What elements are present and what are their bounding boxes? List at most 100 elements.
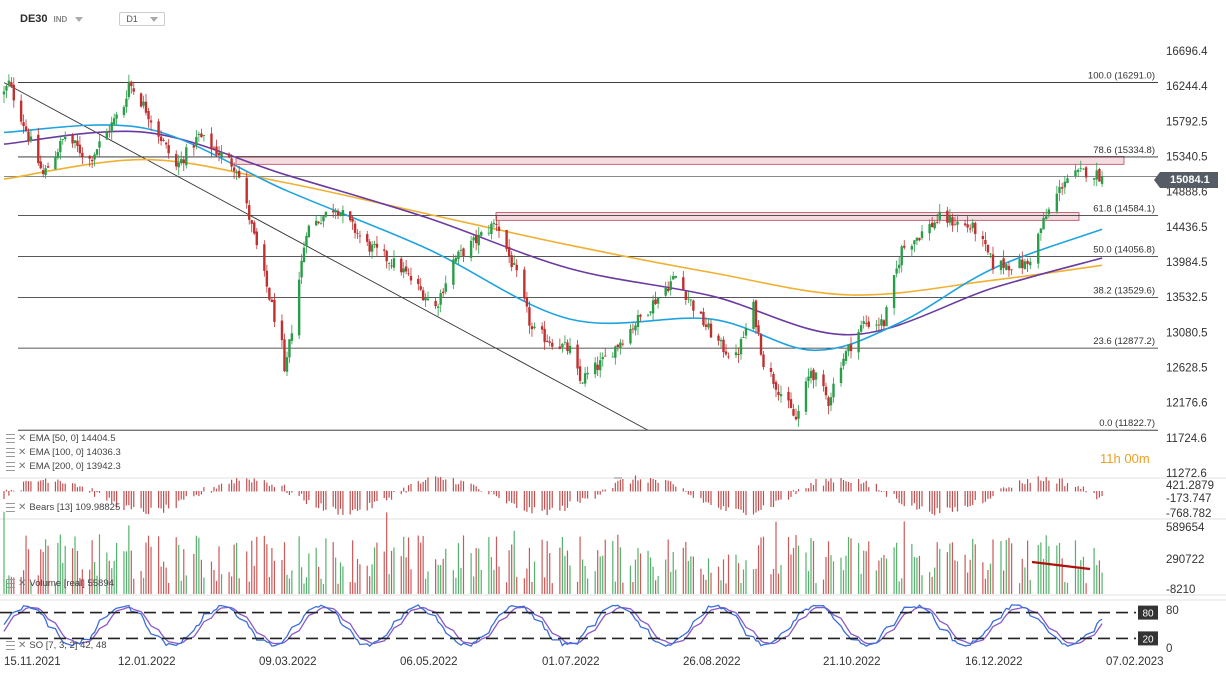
settings-icon[interactable]	[6, 448, 15, 457]
bears-bar	[531, 491, 533, 514]
candle-body	[132, 88, 135, 92]
bears-bar	[987, 491, 989, 499]
settings-icon[interactable]	[6, 503, 15, 512]
close-icon[interactable]: ✕	[18, 640, 27, 651]
candle-body	[629, 329, 632, 344]
close-icon[interactable]: ✕	[18, 447, 27, 458]
settings-icon[interactable]	[6, 434, 15, 443]
volume-bar	[830, 555, 832, 594]
candle-body	[452, 259, 455, 285]
volume-bar	[564, 555, 566, 594]
bears-bar	[546, 491, 548, 516]
candle-body	[739, 339, 743, 355]
close-icon[interactable]: ✕	[18, 461, 27, 472]
legend-so[interactable]: ✕ SO [7, 3, 2] 42, 48	[6, 640, 107, 651]
settings-icon[interactable]	[6, 641, 15, 650]
chevron-down-icon[interactable]	[75, 16, 84, 22]
candle-body	[472, 237, 475, 241]
bears-bar	[740, 491, 742, 510]
bears-bar	[233, 483, 235, 492]
volume-bar	[541, 539, 543, 594]
volume-bar	[903, 521, 905, 594]
candle-body	[1002, 258, 1005, 268]
bears-bar	[954, 491, 956, 508]
candle-body	[175, 154, 178, 167]
bears-bar	[25, 480, 27, 492]
candle-body	[561, 343, 564, 348]
candle-body	[400, 258, 403, 273]
volume-bar	[850, 538, 852, 594]
volume-bar	[916, 557, 918, 594]
candle-body	[250, 220, 253, 224]
candle-body	[621, 343, 625, 345]
candle-body	[915, 237, 919, 241]
legend-ema200[interactable]: ✕ EMA [200, 0] 13942.3	[6, 461, 121, 472]
candle-body	[877, 324, 881, 326]
bears-bar	[388, 491, 390, 498]
volume-bar	[780, 565, 782, 594]
so-level-tag-bg	[1138, 631, 1158, 646]
candle-body	[1092, 178, 1096, 180]
candle-body	[744, 327, 748, 336]
volume-bar	[40, 549, 42, 594]
candle-body	[762, 354, 765, 368]
bears-bar	[22, 481, 25, 492]
bears-bar	[787, 491, 790, 500]
fib-label: 23.6 (12877.2)	[1093, 336, 1155, 347]
candle-body	[164, 142, 168, 145]
candle-body	[548, 341, 551, 343]
bears-bar	[373, 491, 376, 502]
volume-bar	[974, 544, 976, 594]
candle-body	[162, 140, 165, 142]
settings-icon[interactable]	[6, 579, 15, 588]
legend-ema100[interactable]: ✕ EMA [100, 0] 14036.3	[6, 447, 121, 458]
volume-bar	[702, 574, 705, 594]
candle-body	[288, 339, 291, 358]
volume-bar	[896, 542, 898, 594]
volume-bar	[320, 578, 322, 594]
bears-bar	[576, 491, 579, 502]
volume-bar	[513, 530, 515, 594]
volume-bar	[376, 542, 378, 594]
candle-body	[10, 82, 13, 87]
bears-bar	[457, 484, 460, 492]
volume-bar	[989, 563, 992, 594]
bears-bar	[427, 477, 429, 492]
volume-bar	[722, 559, 725, 594]
bears-bar	[544, 491, 546, 510]
bears-bar	[830, 478, 832, 492]
candle-body	[682, 277, 685, 290]
candle-body	[324, 211, 328, 217]
legend-volume[interactable]: ✕ Volume [real] 55894	[6, 578, 114, 589]
volume-bar	[740, 583, 742, 594]
bears-bar	[634, 475, 637, 492]
close-icon[interactable]: ✕	[18, 433, 27, 444]
legend-bears[interactable]: ✕ Bears [13] 109.98825	[6, 502, 120, 513]
candle-body	[757, 325, 760, 333]
candle-body	[844, 351, 848, 361]
close-icon[interactable]: ✕	[18, 578, 27, 589]
candle-body	[253, 222, 256, 234]
volume-bar	[969, 559, 971, 594]
volume-bar	[918, 555, 921, 594]
candle-body	[78, 144, 82, 154]
volume-bar	[951, 542, 954, 594]
bears-bar	[111, 491, 113, 504]
bears-bar	[390, 491, 393, 500]
candle-body	[90, 159, 94, 162]
symbol-type[interactable]: IND	[53, 14, 68, 24]
x-axis-tick: 07.02.2023	[1106, 656, 1164, 668]
settings-icon[interactable]	[6, 462, 15, 471]
volume-bar	[885, 558, 888, 594]
fib-zone	[235, 156, 1125, 165]
volume-bar	[1093, 548, 1095, 594]
bears-bar	[64, 483, 66, 492]
close-icon[interactable]: ✕	[18, 502, 27, 513]
bears-bar	[1074, 486, 1077, 492]
bears-bar	[875, 483, 877, 492]
candle-body	[779, 394, 783, 397]
volume-bar	[266, 544, 268, 594]
timeframe-select[interactable]: D1	[119, 12, 165, 26]
legend-ema50[interactable]: ✕ EMA [50, 0] 14404.5	[6, 433, 115, 444]
